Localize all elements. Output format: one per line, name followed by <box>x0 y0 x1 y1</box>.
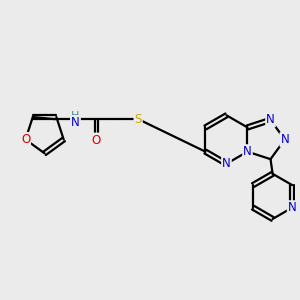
Text: N: N <box>280 133 289 146</box>
Text: N: N <box>222 157 231 170</box>
Text: N: N <box>71 116 80 129</box>
Text: N: N <box>243 145 252 158</box>
Text: S: S <box>134 112 142 126</box>
Text: O: O <box>92 134 101 146</box>
Text: O: O <box>21 133 30 146</box>
Text: H: H <box>71 111 80 121</box>
Text: N: N <box>266 113 275 126</box>
Text: N: N <box>288 201 296 214</box>
